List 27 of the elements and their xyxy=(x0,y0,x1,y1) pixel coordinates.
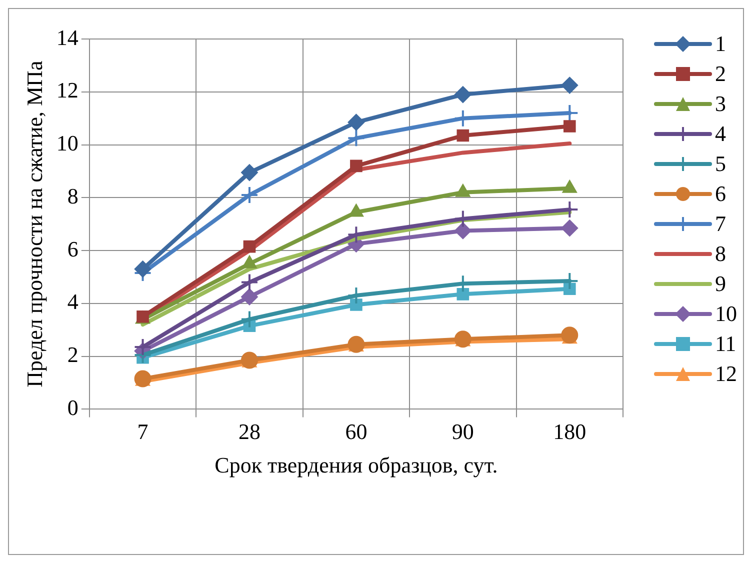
legend-label: 9 xyxy=(715,271,726,297)
legend-label: 1 xyxy=(715,31,726,57)
legend-label: 7 xyxy=(715,211,726,237)
y-axis-title: Предел прочности на сжатие, МПа xyxy=(22,60,47,388)
legend-label: 8 xyxy=(715,241,726,267)
x-tick-label: 180 xyxy=(553,419,586,444)
legend-label: 10 xyxy=(715,301,737,327)
y-tick-label: 6 xyxy=(67,236,78,262)
x-tick-label: 7 xyxy=(137,419,148,444)
legend-label: 2 xyxy=(715,61,726,87)
x-tick-label: 60 xyxy=(345,419,368,444)
legend-label: 6 xyxy=(715,181,726,207)
y-tick-label: 0 xyxy=(67,394,78,420)
legend-label: 3 xyxy=(715,91,726,117)
legend-label: 4 xyxy=(715,121,726,147)
legend-label: 12 xyxy=(715,361,737,387)
y-tick-label: 2 xyxy=(67,342,78,368)
x-axis-title: Срок твердения образцов, сут. xyxy=(214,452,498,478)
y-tick-label: 12 xyxy=(56,78,78,103)
x-tick-label: 90 xyxy=(452,419,474,444)
y-tick-label: 14 xyxy=(56,24,78,50)
legend-label: 5 xyxy=(715,151,726,177)
legend-label: 11 xyxy=(715,331,736,357)
y-tick-label: 10 xyxy=(56,130,78,156)
y-tick-label: 8 xyxy=(67,183,78,208)
y-tick-label: 4 xyxy=(67,289,78,314)
x-tick-label: 28 xyxy=(238,419,260,444)
